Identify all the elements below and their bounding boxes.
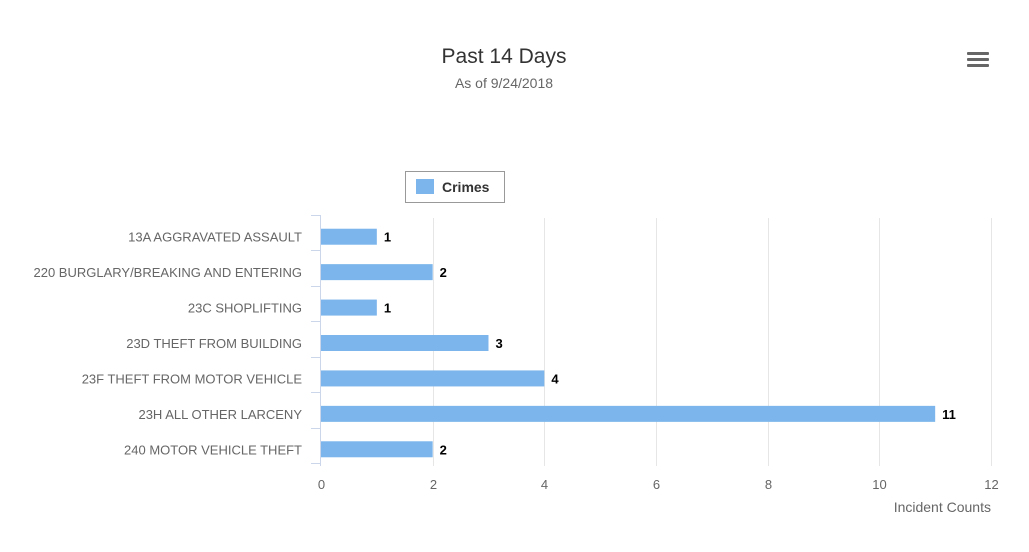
y-category-label: 23H ALL OTHER LARCENY (138, 407, 302, 422)
x-tick-label: 10 (872, 477, 886, 492)
x-tick-label: 6 (653, 477, 660, 492)
legend-symbol (416, 179, 434, 194)
y-category-label: 240 MOTOR VEHICLE THEFT (124, 442, 302, 457)
data-labels: 1 2 1 3 4 11 2 (384, 230, 956, 458)
legend[interactable]: Crimes (405, 171, 505, 203)
grid-lines (433, 218, 992, 466)
chart-subtitle: As of 9/24/2018 (455, 75, 553, 91)
chart-title: Past 14 Days (442, 45, 567, 68)
bar[interactable] (321, 405, 936, 422)
menu-line-icon (967, 58, 989, 61)
x-axis-title: Incident Counts (894, 499, 991, 515)
bar[interactable] (321, 228, 377, 245)
data-label: 1 (384, 230, 391, 245)
data-label: 1 (384, 301, 391, 316)
x-tick-label: 12 (984, 477, 998, 492)
bar-series-crimes[interactable] (321, 228, 936, 458)
x-tick-label: 4 (541, 477, 548, 492)
data-label: 2 (440, 265, 447, 280)
bar[interactable] (321, 264, 433, 281)
y-category-label: 13A AGGRAVATED ASSAULT (128, 230, 302, 245)
x-tick-label: 0 (318, 477, 325, 492)
data-label: 11 (942, 407, 956, 422)
bar[interactable] (321, 370, 545, 387)
menu-line-icon (967, 52, 989, 55)
y-category-label: 23D THEFT FROM BUILDING (126, 336, 302, 351)
y-category-label: 220 BURGLARY/BREAKING AND ENTERING (33, 265, 302, 280)
hamburger-menu-icon[interactable] (960, 48, 996, 74)
menu-line-icon (967, 64, 989, 67)
x-tick-label: 2 (430, 477, 437, 492)
y-category-label: 23C SHOPLIFTING (188, 301, 302, 316)
data-label: 3 (496, 336, 503, 351)
bar[interactable] (321, 299, 377, 316)
bar[interactable] (321, 335, 489, 351)
legend-box (405, 171, 505, 203)
legend-item-crimes[interactable]: Crimes (442, 179, 490, 195)
data-label: 2 (440, 442, 447, 457)
bar[interactable] (321, 441, 433, 458)
data-label: 4 (551, 371, 559, 386)
y-category-label: 23F THEFT FROM MOTOR VEHICLE (82, 371, 303, 386)
x-tick-label: 8 (765, 477, 772, 492)
